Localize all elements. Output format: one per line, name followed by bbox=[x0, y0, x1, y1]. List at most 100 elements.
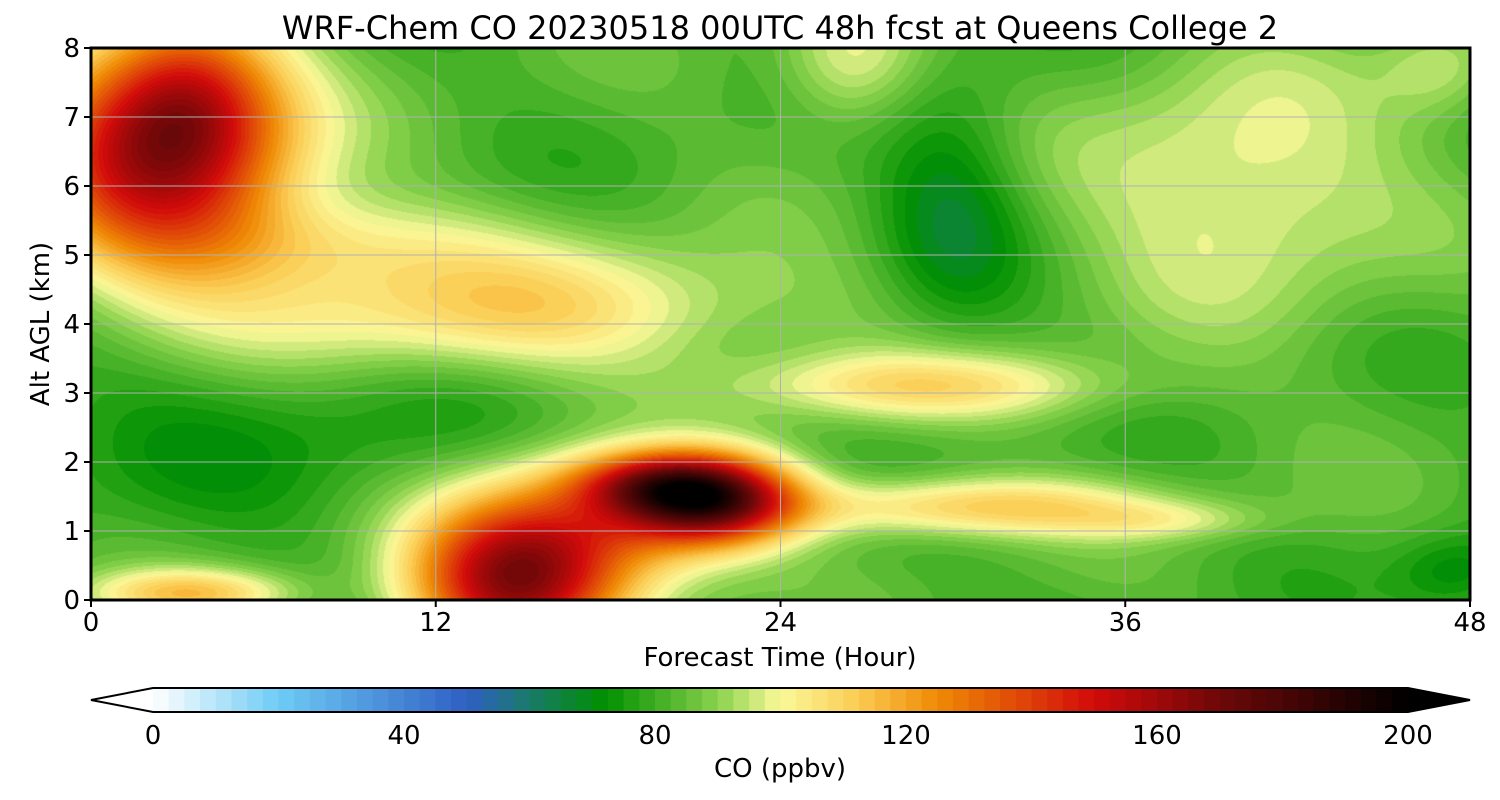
colorbar-swatch bbox=[1360, 688, 1378, 712]
colorbar-swatch bbox=[1313, 688, 1331, 712]
colorbar-swatch bbox=[247, 688, 264, 712]
colorbar-tick-label: 40 bbox=[387, 721, 420, 751]
colorbar-swatch bbox=[372, 688, 389, 712]
colorbar-swatch bbox=[811, 688, 829, 712]
colorbar-swatch bbox=[498, 688, 515, 712]
colorbar-swatch bbox=[1125, 688, 1142, 712]
colorbar-swatch bbox=[262, 688, 280, 712]
colorbar-swatch bbox=[388, 688, 405, 712]
colorbar-swatch bbox=[717, 688, 735, 712]
x-tick-label: 12 bbox=[419, 608, 452, 638]
colorbar-swatch bbox=[1188, 688, 1205, 712]
x-axis-label: Forecast Time (Hour) bbox=[643, 643, 916, 673]
colorbar-swatch bbox=[278, 688, 295, 712]
y-tick-label: 5 bbox=[63, 241, 80, 271]
colorbar-swatch bbox=[1157, 688, 1174, 712]
colorbar-label: CO (ppbv) bbox=[714, 754, 846, 784]
chart-title: WRF-Chem CO 20230518 00UTC 48h fcst at Q… bbox=[282, 9, 1278, 47]
colorbar-swatch bbox=[1094, 688, 1111, 712]
colorbar-swatch bbox=[294, 688, 311, 712]
colorbar-tick-label: 80 bbox=[638, 721, 671, 751]
colorbar-swatch bbox=[1329, 688, 1346, 712]
colorbar-swatch bbox=[451, 688, 468, 712]
colorbar-swatch bbox=[215, 688, 233, 712]
colorbar-swatch bbox=[937, 688, 954, 712]
colorbar-swatch bbox=[1392, 688, 1409, 712]
colorbar-ticks: 0 40 80 120 160 200 bbox=[145, 721, 1433, 751]
colorbar-swatch bbox=[1141, 688, 1158, 712]
colorbar-swatch bbox=[592, 688, 609, 712]
colorbar-swatch bbox=[325, 688, 342, 712]
colorbar-tick-label: 120 bbox=[881, 721, 931, 751]
colorbar-swatch bbox=[341, 688, 358, 712]
colorbar-swatch bbox=[953, 688, 970, 712]
colorbar-swatch bbox=[906, 688, 923, 712]
colorbar-swatch bbox=[607, 688, 625, 712]
colorbar-swatch bbox=[1251, 688, 1268, 712]
colorbar bbox=[90, 687, 1471, 713]
colorbar-swatch bbox=[466, 688, 484, 712]
colorbar-swatch bbox=[890, 688, 907, 712]
colorbar-swatch bbox=[1204, 688, 1221, 712]
y-tick-label: 2 bbox=[63, 448, 80, 478]
colorbar-swatch bbox=[168, 688, 185, 712]
colorbar-swatch bbox=[702, 688, 719, 712]
colorbar-swatch bbox=[356, 688, 374, 712]
colorbar-swatch bbox=[874, 688, 891, 712]
colorbar-swatch bbox=[419, 688, 436, 712]
colorbar-outline bbox=[90, 687, 1471, 713]
colorbar-swatch bbox=[1062, 688, 1080, 712]
x-tick-label: 24 bbox=[764, 608, 797, 638]
colorbar-swatch bbox=[623, 688, 640, 712]
colorbar-tick-label: 0 bbox=[145, 721, 162, 751]
colorbar-swatch bbox=[576, 688, 593, 712]
colorbar-swatch bbox=[1047, 688, 1064, 712]
colorbar-swatch bbox=[1015, 688, 1033, 712]
colorbar-swatch bbox=[1376, 688, 1393, 712]
colorbar-swatch bbox=[200, 688, 217, 712]
colorbar-swatch bbox=[670, 688, 687, 712]
y-tick-label: 0 bbox=[63, 586, 80, 616]
colorbar-swatch bbox=[513, 688, 531, 712]
colorbar-swatch bbox=[1031, 688, 1048, 712]
colorbar-swatch bbox=[827, 688, 844, 712]
colorbar-swatch bbox=[984, 688, 1001, 712]
colorbar-swatch bbox=[545, 688, 562, 712]
colorbar-swatch bbox=[968, 688, 986, 712]
colorbar-swatch bbox=[1345, 688, 1362, 712]
x-tick-label: 48 bbox=[1453, 608, 1486, 638]
colorbar-extend-max bbox=[1408, 688, 1470, 712]
colorbar-swatch bbox=[482, 688, 499, 712]
colorbar-tick-label: 200 bbox=[1383, 721, 1433, 751]
colorbar-swatch bbox=[780, 688, 797, 712]
colorbar-swatch bbox=[153, 688, 170, 712]
colorbar-swatch bbox=[796, 688, 813, 712]
x-axis-ticks: 0 12 24 36 48 bbox=[83, 600, 1487, 638]
y-axis-ticks: 0 1 2 3 4 5 6 7 8 bbox=[63, 34, 91, 616]
x-tick-label: 0 bbox=[83, 608, 100, 638]
colorbar-tick-label: 160 bbox=[1132, 721, 1182, 751]
plot-area bbox=[89, 46, 1472, 602]
colorbar-swatch bbox=[435, 688, 452, 712]
colorbar-swatch bbox=[529, 688, 546, 712]
colorbar-swatch bbox=[560, 688, 578, 712]
y-tick-label: 4 bbox=[63, 310, 80, 340]
colorbar-swatch bbox=[1109, 688, 1127, 712]
colorbar-swatch bbox=[184, 688, 201, 712]
colorbar-swatch bbox=[231, 688, 248, 712]
colorbar-swatch bbox=[655, 688, 672, 712]
y-tick-label: 3 bbox=[63, 379, 80, 409]
colorbar-swatch bbox=[921, 688, 938, 712]
colorbar-swatch bbox=[764, 688, 782, 712]
colorbar-swatch bbox=[309, 688, 327, 712]
y-tick-label: 7 bbox=[63, 103, 80, 133]
colorbar-swatch bbox=[733, 688, 750, 712]
colorbar-swatch bbox=[1266, 688, 1284, 712]
x-tick-label: 36 bbox=[1109, 608, 1142, 638]
colorbar-swatch bbox=[1235, 688, 1252, 712]
colorbar-swatch bbox=[639, 688, 656, 712]
y-tick-label: 6 bbox=[63, 172, 80, 202]
colorbar-swatch bbox=[1078, 688, 1095, 712]
colorbar-swatch bbox=[1282, 688, 1299, 712]
